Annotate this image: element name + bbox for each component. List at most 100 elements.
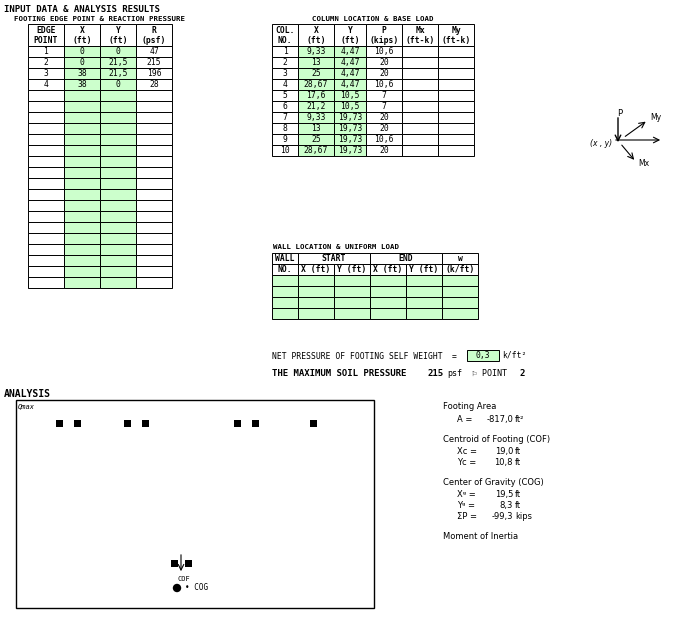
Text: (x , y): (x , y) (590, 138, 612, 147)
Text: X: X (313, 26, 319, 35)
Text: P: P (618, 108, 622, 117)
Text: 196: 196 (147, 69, 161, 78)
Bar (28, 123, 64, 134)
Bar (370, 253, 442, 264)
Bar (402, 123, 438, 134)
Bar (298, 308, 334, 319)
Bar (28, 90, 64, 101)
Text: 28: 28 (149, 80, 159, 89)
Bar (298, 275, 334, 286)
Bar (272, 308, 298, 319)
Bar (100, 46, 136, 57)
Bar (64, 178, 100, 189)
Bar (124, 420, 131, 427)
Text: 10: 10 (280, 146, 290, 155)
Text: 25: 25 (311, 135, 321, 144)
Bar (28, 266, 64, 277)
Bar (334, 101, 366, 112)
Text: 215: 215 (147, 58, 161, 67)
Bar (334, 275, 370, 286)
Text: 9,33: 9,33 (306, 47, 326, 56)
Bar (442, 308, 478, 319)
Bar (402, 145, 438, 156)
Bar (334, 264, 370, 275)
Text: X (ft): X (ft) (302, 265, 330, 274)
Bar (334, 90, 366, 101)
Bar (100, 134, 136, 145)
Bar (28, 255, 64, 266)
Text: ft: ft (515, 447, 521, 456)
Bar (64, 244, 100, 255)
Bar (100, 266, 136, 277)
Bar (272, 145, 298, 156)
Bar (370, 275, 406, 286)
Bar (442, 264, 478, 275)
Bar (366, 57, 402, 68)
Bar (100, 90, 136, 101)
Bar (334, 123, 366, 134)
Circle shape (174, 585, 181, 592)
Text: =: = (452, 352, 457, 361)
Text: START: START (322, 254, 346, 263)
Bar (366, 90, 402, 101)
Bar (136, 68, 172, 79)
Bar (136, 46, 172, 57)
Bar (136, 266, 172, 277)
Bar (298, 123, 334, 134)
Text: 8: 8 (282, 124, 287, 133)
Text: 4,47: 4,47 (340, 80, 360, 89)
Bar (100, 255, 136, 266)
Bar (100, 101, 136, 112)
Bar (142, 420, 149, 427)
Bar (28, 46, 64, 57)
Bar (64, 134, 100, 145)
Text: EDGE: EDGE (36, 26, 56, 35)
Text: 7: 7 (381, 91, 386, 100)
Text: 7: 7 (381, 102, 386, 111)
Text: Y: Y (115, 26, 120, 35)
Text: X: X (80, 26, 85, 35)
Text: WALL LOCATION & UNIFORM LOAD: WALL LOCATION & UNIFORM LOAD (273, 244, 399, 250)
Bar (136, 222, 172, 233)
Text: k/ft²: k/ft² (502, 351, 526, 360)
Bar (136, 145, 172, 156)
Bar (334, 79, 366, 90)
Bar (442, 297, 478, 308)
Text: 13: 13 (311, 58, 321, 67)
Text: 17,6: 17,6 (306, 91, 326, 100)
Bar (234, 420, 241, 427)
Bar (272, 24, 298, 46)
Text: ft²: ft² (515, 415, 524, 424)
Text: (ft-k): (ft-k) (405, 36, 435, 45)
Bar (467, 350, 499, 361)
Text: 38: 38 (77, 80, 87, 89)
Text: Qmax: Qmax (18, 403, 35, 409)
Text: 5: 5 (282, 91, 287, 100)
Text: psf: psf (447, 369, 462, 378)
Text: ⚐ POINT: ⚐ POINT (472, 369, 507, 378)
Text: 10,8: 10,8 (495, 458, 513, 467)
Bar (438, 145, 474, 156)
Bar (64, 266, 100, 277)
Bar (272, 275, 298, 286)
Text: Xᴄ =: Xᴄ = (457, 447, 477, 456)
Bar (64, 145, 100, 156)
Bar (272, 286, 298, 297)
Bar (252, 420, 259, 427)
Bar (64, 112, 100, 123)
Bar (402, 68, 438, 79)
Bar (28, 24, 64, 46)
Text: -99,3: -99,3 (491, 512, 513, 521)
Bar (402, 90, 438, 101)
Text: 10,6: 10,6 (374, 47, 394, 56)
Bar (28, 145, 64, 156)
Bar (100, 200, 136, 211)
Bar (64, 233, 100, 244)
Text: THE MAXIMUM SOIL PRESSURE: THE MAXIMUM SOIL PRESSURE (272, 369, 407, 378)
Bar (334, 24, 366, 46)
Bar (28, 244, 64, 255)
Text: 0: 0 (80, 47, 85, 56)
Bar (334, 134, 366, 145)
Bar (100, 57, 136, 68)
Bar (28, 277, 64, 288)
